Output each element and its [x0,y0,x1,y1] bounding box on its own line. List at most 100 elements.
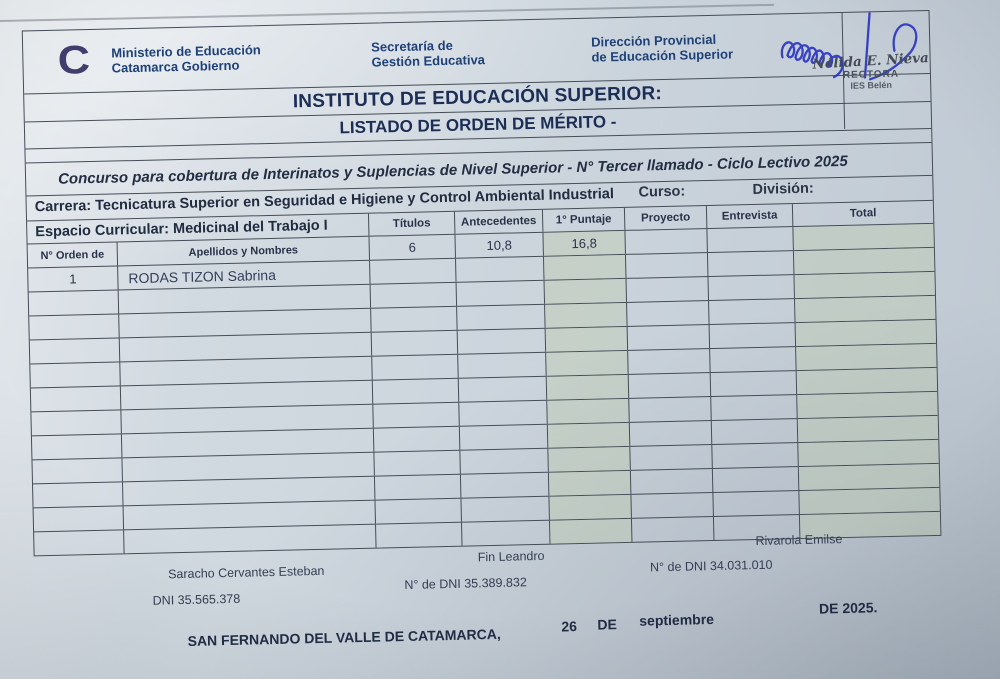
empty-cell [33,482,124,508]
empty-cell [549,494,632,520]
empty-cell [374,450,461,476]
empty-cell [372,354,459,380]
column-header: Entrevista [706,204,794,229]
empty-cell [627,325,711,350]
empty-cell [798,463,940,491]
empty-cell [627,301,710,326]
empty-cell [374,474,462,500]
date-year: DE 2025. [818,599,878,617]
signer-name: Fin Leandro [477,548,545,565]
empty-cell [630,444,713,470]
empty-cell [626,277,710,302]
empty-cell [549,518,633,544]
signer-dni: N° de DNI 35.389.832 [404,575,527,593]
empty-cell [628,349,711,374]
empty-cell [30,386,122,412]
empty-cell [546,374,630,400]
empty-cell [458,376,548,402]
empty-cell [711,395,798,420]
signature-ink-icon [780,12,918,81]
score-value-cell: 16,8 [543,230,626,256]
empty-cell [631,516,715,542]
empty-cell [33,506,125,532]
empty-cell [794,271,935,299]
empty-cell [708,275,795,301]
score-cell [370,258,457,284]
secretaria-line2: Gestión Educativa [371,52,486,70]
empty-cell [31,434,123,460]
empty-cell [713,515,801,540]
date-de: DE [597,616,617,633]
empty-cell [462,520,551,546]
empty-cell [796,367,938,395]
score-value-cell [793,223,934,251]
empty-cell [372,378,460,404]
empty-cell [548,446,631,472]
empty-cell [795,319,937,347]
empty-cell [630,468,714,494]
empty-cell [796,343,937,371]
empty-cell [799,511,941,539]
empty-cell [548,470,632,496]
empty-cell [457,304,546,330]
empty-cell [376,522,463,548]
empty-cell [547,422,631,448]
empty-cell [29,338,121,364]
empty-cell [375,498,462,524]
empty-cell [370,282,458,308]
empty-cell [710,371,798,397]
date-month: septiembre [639,611,715,629]
empty-cell [629,397,712,422]
empty-cell [709,323,797,349]
empty-cell [31,410,122,436]
empty-cell [799,487,940,515]
empty-cell [458,352,547,378]
curso-label: Curso: [638,183,686,201]
empty-cell [371,330,459,356]
empty-cell [456,280,546,306]
empty-cell [798,439,939,467]
signer-dni: DNI 35.565.378 [152,591,241,608]
empty-cell [710,347,797,373]
secretaria-name: Secretaría de Gestión Educativa [371,37,485,70]
empty-cell [628,373,712,398]
column-header: 1° Puntaje [542,207,626,232]
signer-dni: N° de DNI 34.031.010 [649,557,773,575]
score-value-cell [625,229,708,254]
score-cell [793,247,935,275]
column-header: Total [849,207,877,220]
empty-cell [544,278,628,304]
score-cell [543,254,627,280]
merit-table-body: Espacio Curricular: Medicinal del Trabaj… [27,199,941,556]
empty-cell [28,290,120,316]
empty-cell [34,530,125,556]
catamarca-logo-icon: C [57,38,91,83]
empty-cell [631,492,714,518]
empty-cell [32,458,123,484]
document-sheet: C Ministerio de Educación Catamarca Gobi… [7,0,974,677]
score-cell [456,256,545,282]
empty-cell [713,491,800,516]
empty-cell [545,302,628,328]
empty-cell [712,443,799,468]
signer-name: Saracho Cervantes Esteban [167,563,325,582]
date-day: 26 [561,618,578,635]
rectora-stamp-area: Nélida E. Nieva RECTORA IES Belén [775,7,963,103]
score-cell [625,253,709,278]
empty-cell [797,391,938,419]
empty-cell [629,420,713,446]
place-text: SAN FERNANDO DEL VALLE DE CATAMARCA, [187,625,501,649]
score-value-cell: 10,8 [455,232,544,258]
empty-cell [547,398,630,424]
score-value-cell [707,227,794,253]
empty-cell [712,467,800,492]
score-cell [707,251,795,277]
direccion-line2: de Educación Superior [591,46,734,65]
empty-cell [711,419,799,444]
empty-cell [457,328,547,354]
empty-cell [371,306,458,332]
empty-cell [124,524,377,554]
column-header: Proyecto [624,206,708,230]
score-value-cell: 6 [369,234,456,260]
